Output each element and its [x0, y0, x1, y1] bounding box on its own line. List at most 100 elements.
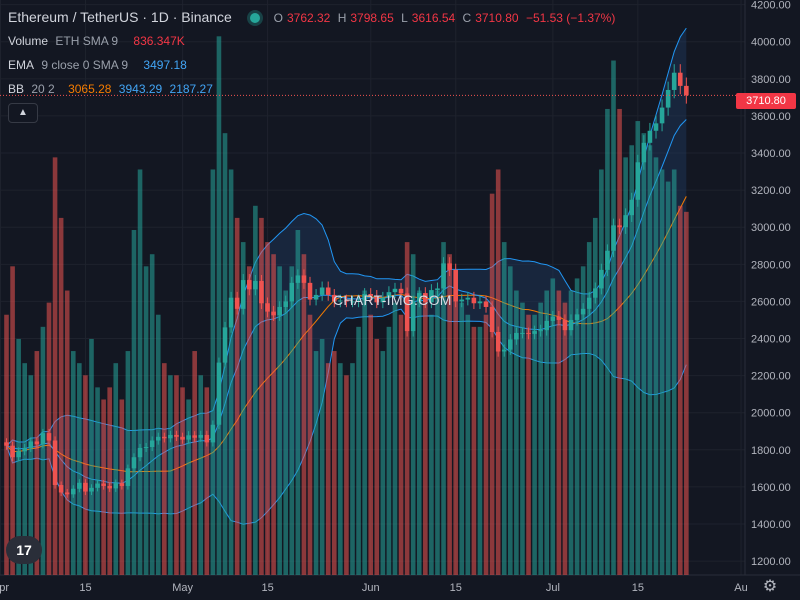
candle-body — [501, 349, 507, 352]
bb-lower-value: 2187.27 — [169, 82, 213, 96]
candle-body — [64, 492, 70, 495]
candle-body — [617, 225, 622, 228]
volume-bar — [259, 217, 264, 576]
volume-bar — [319, 338, 325, 575]
volume-bar — [362, 290, 367, 575]
y-tick-label: 2600.00 — [751, 296, 791, 308]
change-value: −51.53 (−1.37%) — [525, 11, 616, 25]
volume-bar — [137, 169, 143, 575]
volume-bar — [125, 351, 131, 575]
y-tick-label: 1400.00 — [751, 519, 791, 531]
volume-bar — [647, 145, 653, 575]
candle-body — [410, 301, 416, 332]
candle-body — [338, 300, 343, 302]
candle-body — [653, 123, 659, 131]
candle-body — [283, 301, 289, 307]
candle-body — [28, 441, 34, 448]
candle-body — [368, 293, 373, 296]
last-price-badge: 3710.80 — [736, 93, 796, 109]
candle-body — [386, 292, 392, 298]
volume-bar — [429, 314, 434, 575]
volume-bar — [611, 60, 616, 576]
volume-bar — [635, 121, 641, 575]
candle-body — [101, 483, 106, 486]
bb-basis-value: 3065.28 — [68, 82, 112, 96]
volume-bar — [295, 230, 301, 575]
candle-body — [22, 447, 28, 452]
candle-body — [374, 295, 380, 303]
volume-bar — [180, 387, 185, 575]
x-tick-label: 15 — [79, 582, 91, 594]
volume-params: ETH SMA 9 — [55, 34, 119, 48]
candle-body — [605, 250, 610, 270]
high-value: 3798.65 — [350, 11, 394, 25]
volume-bar — [374, 338, 380, 575]
y-tick-label: 4200.00 — [751, 0, 791, 12]
y-tick-label: 2400.00 — [751, 334, 791, 346]
volume-bar — [471, 326, 477, 575]
candle-body — [623, 215, 628, 228]
volume-bar — [508, 266, 513, 575]
volume-bar — [107, 387, 112, 575]
candle-body — [10, 445, 15, 458]
candle-body — [459, 299, 465, 302]
volume-bar — [538, 302, 543, 575]
volume-bar — [592, 217, 598, 576]
candle-body — [331, 294, 337, 302]
candle-body — [113, 483, 119, 489]
candle-body — [629, 199, 635, 216]
collapse-legend-button[interactable]: ▲ — [8, 103, 38, 123]
gear-icon[interactable]: ⚙ — [762, 578, 778, 595]
volume-bar — [465, 314, 471, 575]
volume-bar — [520, 302, 525, 575]
volume-bar — [356, 326, 361, 575]
volume-bar — [52, 157, 58, 576]
watermark: CHART-IMG.COM — [333, 292, 452, 308]
y-tick-label: 1600.00 — [751, 482, 791, 494]
volume-bar — [483, 314, 489, 575]
volume-bar — [386, 326, 392, 575]
volume-bar — [338, 363, 343, 575]
candle-body — [313, 294, 319, 300]
x-tick-label: Jun — [362, 582, 380, 594]
close-value: 3710.80 — [475, 11, 519, 25]
volume-bar — [331, 351, 337, 575]
volume-bar — [599, 169, 604, 575]
volume-bar — [198, 375, 204, 575]
volume-bar — [174, 375, 179, 575]
candle-body — [465, 297, 471, 300]
volume-bar — [501, 242, 507, 575]
candle-body — [526, 332, 531, 334]
volume-bar — [653, 157, 659, 576]
volume-bar — [192, 351, 197, 575]
volume-bar — [544, 290, 550, 575]
bb-legend[interactable]: BB 20 2 3065.28 3943.29 2187.27 — [8, 82, 217, 96]
volume-bar — [77, 363, 82, 575]
candle-body — [83, 482, 88, 492]
candle-body — [186, 435, 191, 440]
volume-bar — [435, 290, 440, 575]
candle-body — [70, 488, 76, 495]
x-tick-label: 15 — [632, 582, 644, 594]
x-tick-label: 15 — [450, 582, 462, 594]
ema-legend[interactable]: EMA 9 close 0 SMA 9 3497.18 — [8, 58, 191, 72]
open-label: O — [273, 11, 283, 25]
volume-bar — [240, 242, 246, 575]
volume-bar — [155, 314, 161, 575]
candle-body — [319, 287, 325, 295]
candle-body — [435, 288, 440, 291]
volume-bar — [477, 326, 483, 575]
volume-legend[interactable]: Volume ETH SMA 9 836.347K — [8, 34, 189, 48]
volume-bar — [83, 375, 88, 575]
volume-bar — [289, 266, 295, 575]
candle-body — [677, 72, 683, 86]
candle-body — [155, 436, 161, 441]
volume-bar — [562, 302, 568, 575]
candle-body — [228, 297, 234, 328]
candle-body — [247, 280, 252, 290]
volume-bar — [277, 266, 282, 575]
y-tick-label: 3000.00 — [751, 222, 791, 234]
candle-body — [271, 311, 276, 316]
